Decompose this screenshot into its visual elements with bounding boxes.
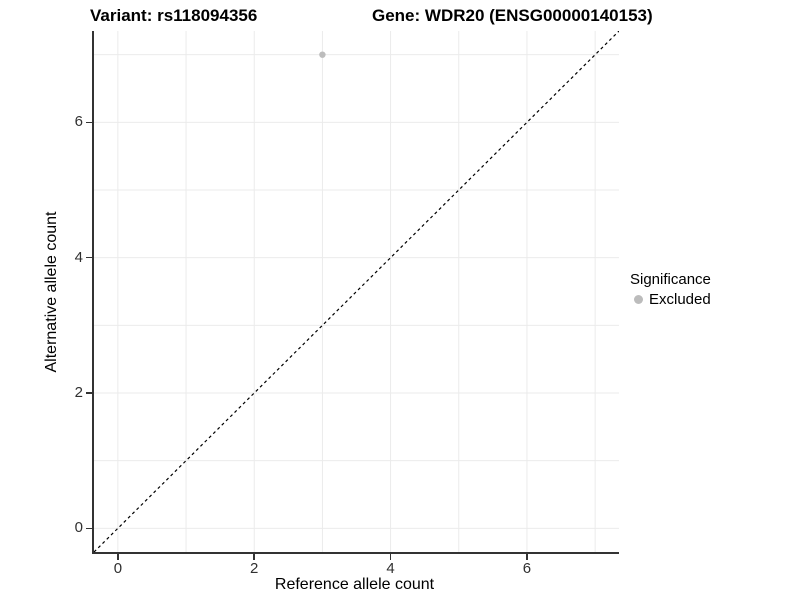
y-tick-mark — [86, 121, 92, 124]
legend-item-label: Excluded — [649, 291, 711, 308]
legend: Significance Excluded — [630, 271, 711, 308]
chart-svg — [94, 31, 619, 552]
x-tick-mark — [253, 554, 255, 560]
y-tick-mark — [86, 256, 92, 259]
data-point — [319, 51, 326, 58]
x-tick-mark — [526, 554, 528, 560]
legend-items: Excluded — [630, 291, 711, 308]
y-tick-label: 4 — [74, 248, 83, 266]
legend-dot-icon — [634, 295, 643, 304]
x-axis-label: Reference allele count — [274, 576, 435, 593]
y-tick-mark — [86, 392, 92, 394]
x-tick-label: 6 — [522, 560, 532, 577]
legend-item: Excluded — [634, 291, 711, 308]
x-tick-label: 0 — [113, 560, 123, 577]
x-tick-mark — [117, 554, 119, 560]
y-tick-mark — [86, 527, 92, 530]
x-tick-label: 2 — [250, 560, 259, 577]
x-tick-label: 4 — [386, 560, 395, 577]
y-tick-label: 0 — [74, 519, 83, 537]
plot-panel — [92, 31, 619, 554]
diagonal-reference-line — [94, 31, 619, 552]
legend-title: Significance — [630, 271, 711, 288]
y-tick-label: 2 — [74, 383, 83, 401]
x-tick-mark — [389, 554, 392, 560]
y-axis-label: Alternative allele count — [43, 211, 60, 373]
variant-title: Variant: rs118094356 — [90, 6, 258, 25]
y-tick-label: 6 — [74, 113, 83, 131]
gene-title: Gene: WDR20 (ENSG00000140153) — [372, 6, 653, 25]
